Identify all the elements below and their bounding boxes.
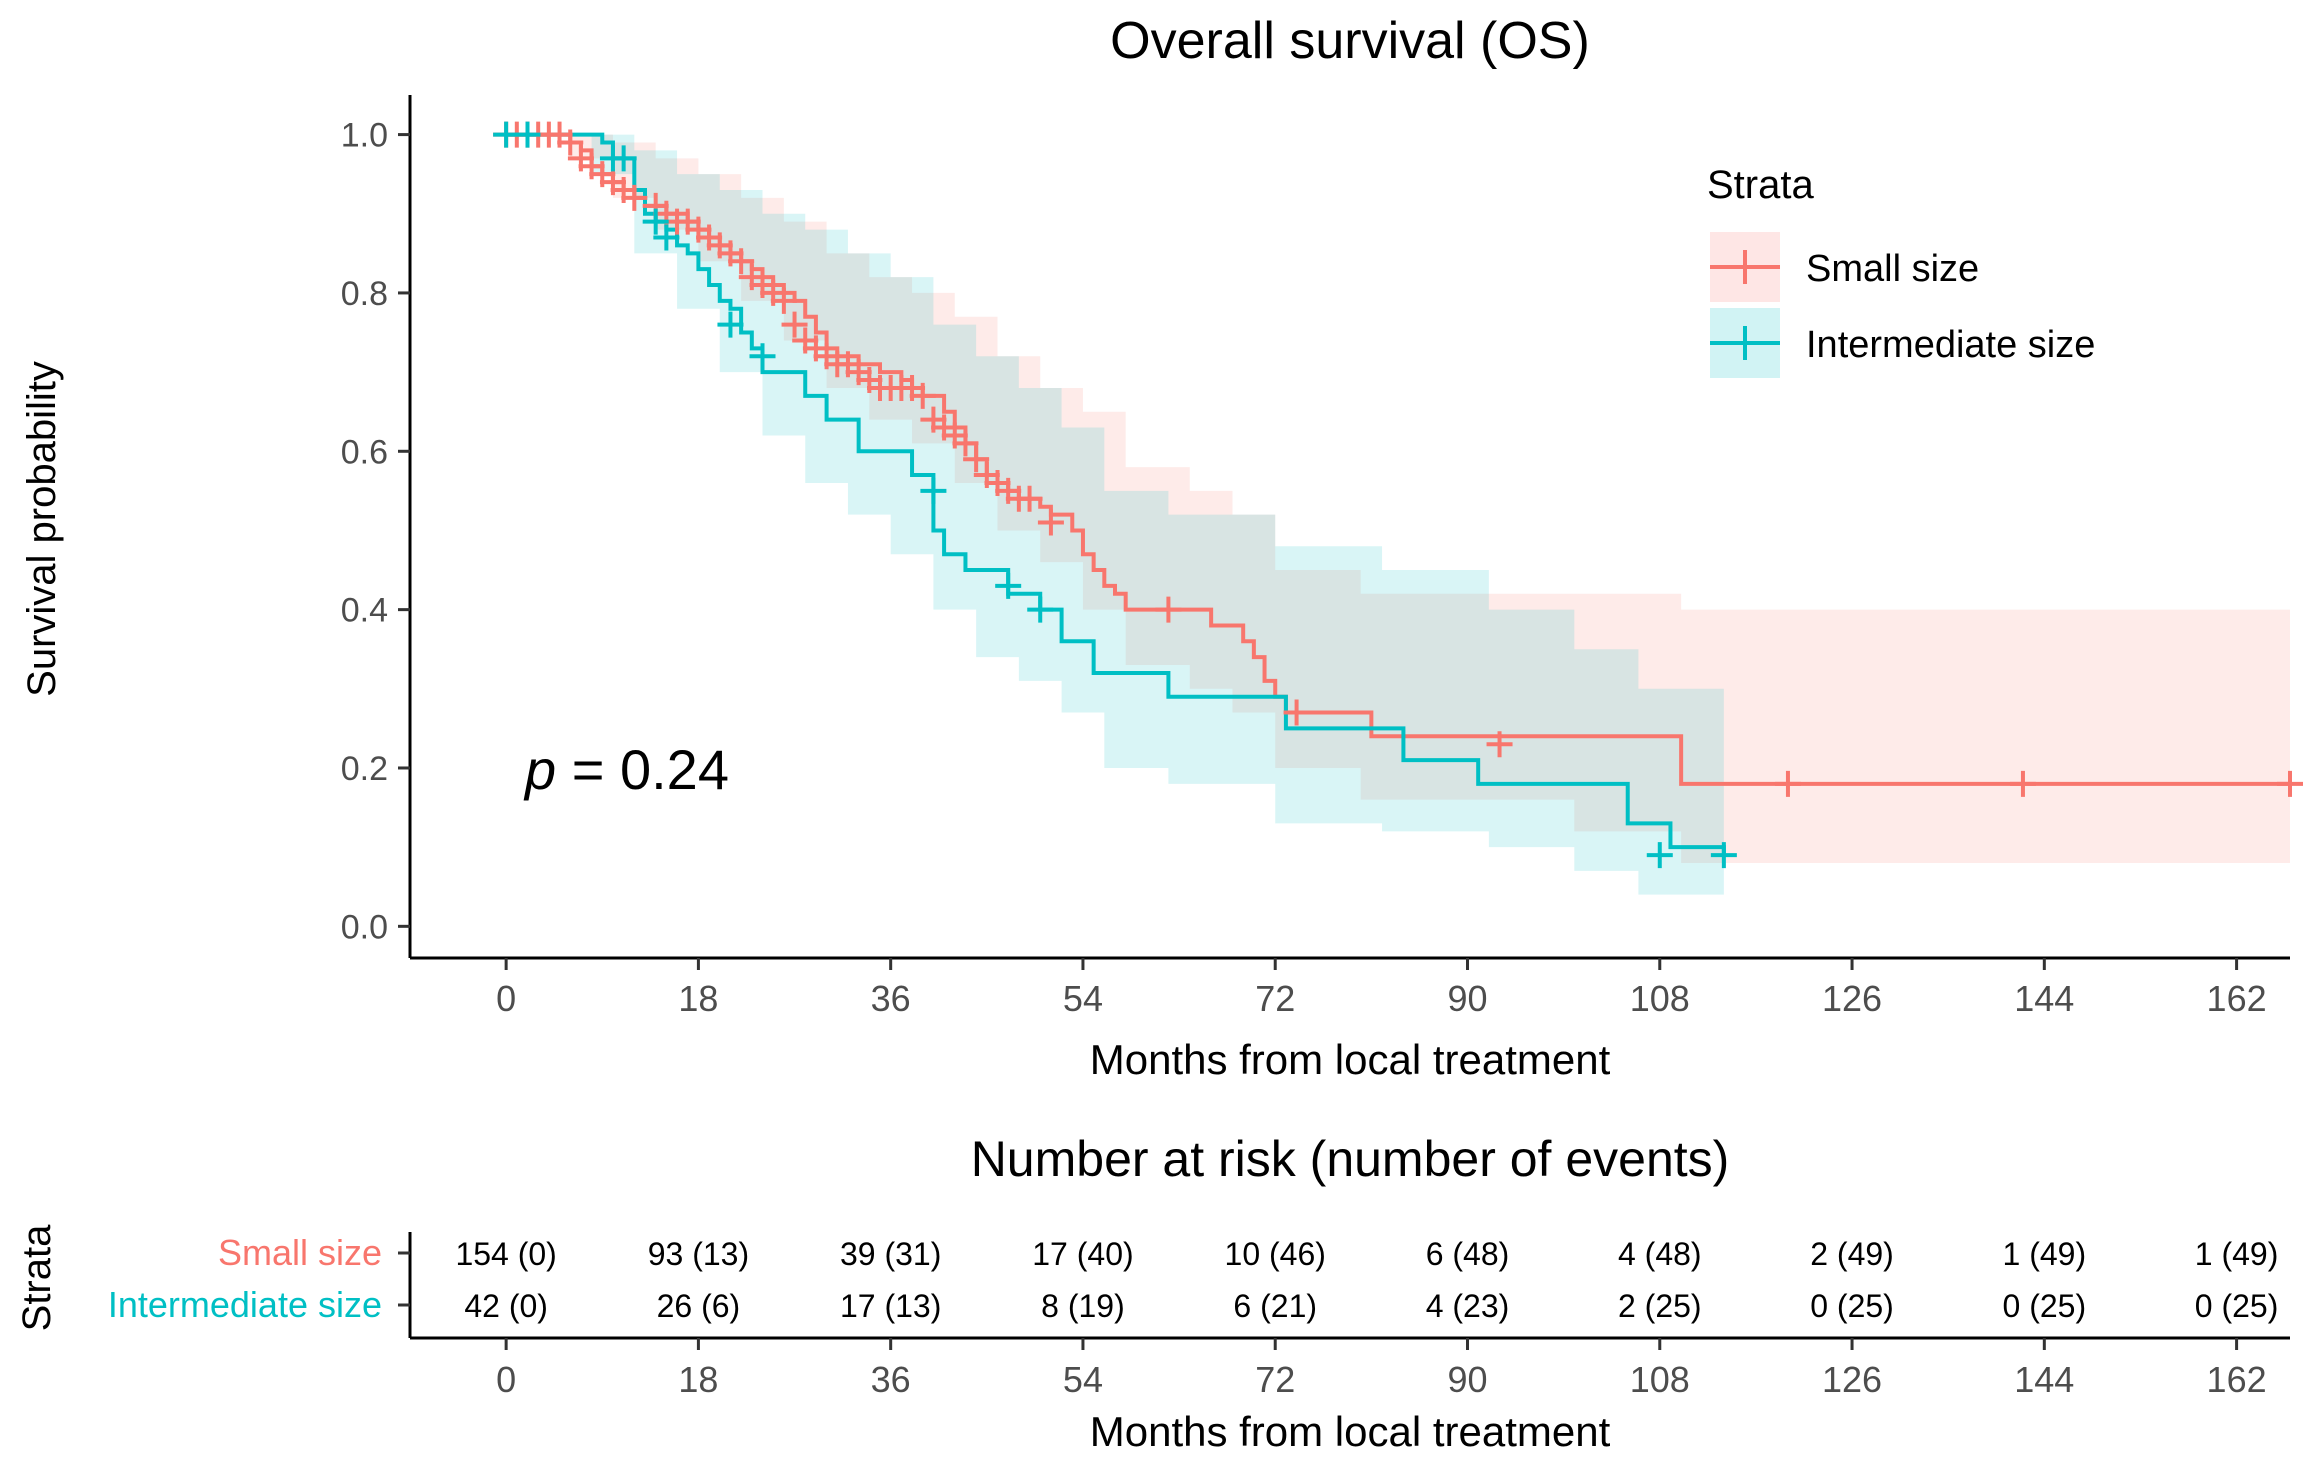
ci-band-small-size <box>506 134 2290 863</box>
risk-cell-small-size: 1 (49) <box>2195 1236 2279 1272</box>
risk-cell-intermediate-size: 8 (19) <box>1041 1288 1125 1324</box>
risk-cell-intermediate-size: 2 (25) <box>1618 1288 1702 1324</box>
risk-cell-small-size: 1 (49) <box>2003 1236 2087 1272</box>
x-tick-label: 162 <box>2207 978 2267 1019</box>
x-axis-label: Months from local treatment <box>1090 1036 1611 1083</box>
censor-mark-small-size <box>1155 596 1182 623</box>
y-tick-label: 1.0 <box>341 117 388 155</box>
risk-x-tick-label: 144 <box>2014 1359 2074 1400</box>
risk-cell-small-size: 6 (48) <box>1426 1236 1510 1272</box>
censor-mark-small-size <box>1774 770 1801 797</box>
censor-mark-small-size <box>1016 485 1043 512</box>
censor-mark-small-size <box>909 382 936 409</box>
risk-table-x-label: Months from local treatment <box>1090 1408 1611 1455</box>
x-tick-label: 36 <box>871 978 911 1019</box>
censor-mark-small-size <box>2277 770 2303 797</box>
risk-x-tick-label: 18 <box>678 1359 718 1400</box>
x-tick-label: 0 <box>496 978 516 1019</box>
censor-mark-intermediate-size <box>995 572 1022 599</box>
risk-x-tick-label: 54 <box>1063 1359 1103 1400</box>
censor-mark-small-size <box>1283 699 1310 726</box>
censor-mark-small-size <box>1037 509 1064 536</box>
censor-mark-small-size <box>781 311 808 338</box>
censor-mark-intermediate-size <box>717 311 744 338</box>
plot-layer: 0.0 0.2 0.4 0.6 0.8 1.0 0 18 36 54 72 90 108 126 144 16… <box>341 95 2303 1019</box>
censor-mark-intermediate-size <box>1027 596 1054 623</box>
censor-mark-small-size <box>1486 731 1513 758</box>
censor-mark-small-size <box>952 430 979 457</box>
p-value-text: = 0.24 <box>556 738 729 801</box>
risk-cell-intermediate-size: 0 (25) <box>2003 1288 2087 1324</box>
risk-cell-intermediate-size: 0 (25) <box>1810 1288 1894 1324</box>
legend: Strata Small size Intermediate size <box>1707 163 2095 378</box>
p-value-symbol: p <box>523 738 556 801</box>
risk-cell-small-size: 10 (46) <box>1225 1236 1326 1272</box>
y-tick-label: 0.2 <box>341 750 388 788</box>
y-tick-label: 0.4 <box>341 592 388 630</box>
risk-table-title: Number at risk (number of events) <box>971 1131 1730 1187</box>
risk-cell-intermediate-size: 42 (0) <box>464 1288 548 1324</box>
x-tick-label: 72 <box>1255 978 1295 1019</box>
censor-mark-intermediate-size <box>1646 842 1673 869</box>
risk-cell-small-size: 154 (0) <box>455 1236 556 1272</box>
p-value-annotation: p = 0.24 <box>523 738 729 801</box>
censor-mark-small-size <box>728 248 755 275</box>
censor-mark-intermediate-size <box>514 121 541 148</box>
censor-mark-intermediate-size <box>920 477 947 504</box>
x-tick-label: 144 <box>2014 978 2074 1019</box>
risk-row-label-small-size: Small size <box>218 1232 382 1273</box>
risk-x-tick-label: 108 <box>1630 1359 1690 1400</box>
y-tick-label: 0.6 <box>341 433 388 471</box>
censor-mark-small-size <box>770 287 797 314</box>
risk-x-tick-label: 0 <box>496 1359 516 1400</box>
x-tick-label: 54 <box>1063 978 1103 1019</box>
risk-cell-small-size: 2 (49) <box>1810 1236 1894 1272</box>
censor-mark-intermediate-size <box>642 208 669 235</box>
risk-cell-small-size: 39 (31) <box>840 1236 941 1272</box>
y-axis-label: Survival probability <box>20 361 64 697</box>
legend-title: Strata <box>1707 163 1814 207</box>
risk-x-tick-label: 36 <box>871 1359 911 1400</box>
censor-mark-small-size <box>963 446 990 473</box>
risk-cell-intermediate-size: 6 (21) <box>1233 1288 1317 1324</box>
risk-cell-small-size: 4 (48) <box>1618 1236 1702 1272</box>
censor-mark-small-size <box>557 129 584 156</box>
censor-mark-intermediate-size <box>1710 842 1737 869</box>
y-tick-label: 0.8 <box>341 275 388 313</box>
risk-cell-intermediate-size: 4 (23) <box>1426 1288 1510 1324</box>
risk-x-tick-label: 126 <box>1822 1359 1882 1400</box>
x-tick-label: 126 <box>1822 978 1882 1019</box>
ci-band-intermediate-size <box>506 134 1724 895</box>
censor-mark-small-size <box>621 184 648 211</box>
risk-cell-intermediate-size: 0 (25) <box>2195 1288 2279 1324</box>
x-tick-label: 18 <box>678 978 718 1019</box>
risk-row-label-intermediate-size: Intermediate size <box>108 1284 382 1325</box>
risk-x-tick-label: 90 <box>1447 1359 1487 1400</box>
censor-mark-intermediate-size <box>749 343 776 370</box>
censor-mark-small-size <box>2009 770 2036 797</box>
legend-label-small-size: Small size <box>1806 248 1979 290</box>
x-tick-label: 108 <box>1630 978 1690 1019</box>
risk-cell-small-size: 93 (13) <box>648 1236 749 1272</box>
censor-mark-intermediate-size <box>653 224 680 251</box>
legend-label-intermediate-size: Intermediate size <box>1806 324 2095 366</box>
risk-x-tick-label: 72 <box>1255 1359 1295 1400</box>
chart-title: Overall survival (OS) <box>1110 12 1590 70</box>
risk-cell-small-size: 17 (40) <box>1032 1236 1133 1272</box>
x-tick-label: 90 <box>1447 978 1487 1019</box>
censor-mark-intermediate-size <box>610 145 637 172</box>
risk-cell-intermediate-size: 17 (13) <box>840 1288 941 1324</box>
risk-cell-intermediate-size: 26 (6) <box>657 1288 741 1324</box>
risk-table-y-label: Strata <box>15 1224 59 1331</box>
risk-x-tick-label: 162 <box>2207 1359 2267 1400</box>
y-tick-label: 0.0 <box>341 908 388 946</box>
risk-table: 154 (0) 93 (13) 39 (31) 17 (40) 10 (46) 6 (48… <box>398 1232 2290 1400</box>
